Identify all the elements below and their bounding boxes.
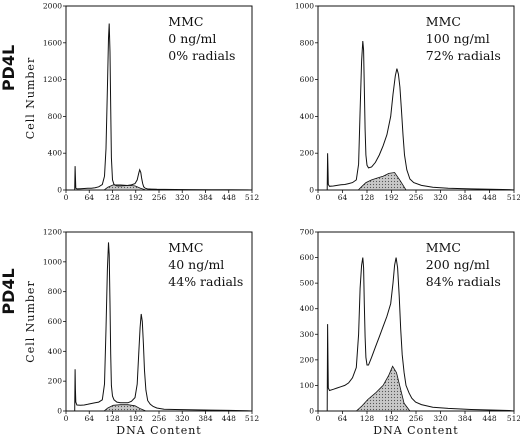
x-tick-label: 64 xyxy=(84,193,94,202)
x-tick-label: 448 xyxy=(222,414,237,423)
panel-annotation-line: 0 ng/ml xyxy=(168,31,216,46)
panel-annotation-line: 200 ng/ml xyxy=(426,257,490,272)
x-tick-label: 128 xyxy=(105,193,120,202)
x-tick-label: 320 xyxy=(433,193,448,202)
plot-frame xyxy=(65,5,253,191)
x-tick-label: 384 xyxy=(458,193,473,202)
x-tick-label: 0 xyxy=(64,193,69,202)
x-tick-label: 384 xyxy=(198,193,213,202)
y-tick-label: 400 xyxy=(48,347,63,356)
histogram-line xyxy=(74,242,253,412)
y-tick-label: 600 xyxy=(48,317,63,326)
y-tick-label: 400 xyxy=(300,112,315,121)
x-tick-label: 0 xyxy=(64,414,69,423)
histogram-line xyxy=(326,40,515,191)
y-tick-label: 500 xyxy=(300,279,315,288)
y-tick-label: 2000 xyxy=(43,2,62,11)
y-tick-label: 800 xyxy=(48,112,63,121)
x-tick-label: 128 xyxy=(360,193,375,202)
y-tick-label: 200 xyxy=(48,377,63,386)
x-tick-label: 384 xyxy=(198,414,213,423)
y-tick-label: 700 xyxy=(300,228,315,237)
x-tick-label: 0 xyxy=(316,414,321,423)
x-tick-label: 256 xyxy=(152,193,167,202)
x-tick-label: 448 xyxy=(222,193,237,202)
x-tick-label: 128 xyxy=(360,414,375,423)
y-tick-label: 800 xyxy=(48,287,63,296)
histogram-panel-4: 0 64 128 192 256 320 384 448 512 0 100 200 300 400 500… xyxy=(300,228,520,436)
panel-annotation-line: MMC xyxy=(168,240,203,255)
panel-annotation-line: 40 ng/ml xyxy=(168,257,224,272)
y-tick-label: 100 xyxy=(300,381,315,390)
y-tick-label: 200 xyxy=(300,355,315,364)
y-tick-label: 0 xyxy=(57,186,62,195)
x-tick-label: 64 xyxy=(338,414,348,423)
y-tick-label: 0 xyxy=(309,407,314,416)
y-tick-label: 800 xyxy=(300,38,315,47)
x-tick-label: 192 xyxy=(384,193,399,202)
y-axis-label: Cell Number xyxy=(24,57,37,139)
y-tick-label: 1200 xyxy=(43,228,62,237)
y-tick-label: 0 xyxy=(309,186,314,195)
histogram-panel-1: 0 64 128 192 256 320 384 448 512 0 400 800 1200 1600 2… xyxy=(0,2,259,203)
panel-annotation-line: 72% radials xyxy=(426,48,501,63)
histogram-panel-3: 0 64 128 192 256 320 384 448 512 0 200 400 600 800 100… xyxy=(0,228,259,436)
x-tick-label: 64 xyxy=(338,193,348,202)
panel-annotation-line: MMC xyxy=(426,14,461,29)
y-tick-label: 400 xyxy=(300,304,315,313)
x-tick-label: 128 xyxy=(105,414,120,423)
row-label: PD4L xyxy=(0,268,18,314)
s-phase-fill xyxy=(102,404,147,412)
histogram-line xyxy=(326,257,515,412)
s-phase-fill xyxy=(357,172,407,191)
x-tick-label: 192 xyxy=(384,414,399,423)
panel-annotation-line: 44% radials xyxy=(168,274,243,289)
x-tick-label: 256 xyxy=(152,414,167,423)
panel-annotation-line: MMC xyxy=(426,240,461,255)
y-tick-label: 1000 xyxy=(295,2,314,11)
x-tick-label: 512 xyxy=(507,193,520,202)
y-tick-label: 1600 xyxy=(43,38,62,47)
x-tick-label: 512 xyxy=(507,414,520,423)
x-tick-label: 256 xyxy=(409,414,424,423)
x-tick-label: 256 xyxy=(409,193,424,202)
x-tick-label: 64 xyxy=(84,414,94,423)
x-tick-label: 448 xyxy=(482,414,497,423)
histogram-panel-2: 0 64 128 192 256 320 384 448 512 0 200 400 600 800 100… xyxy=(295,2,520,203)
histogram-line xyxy=(74,23,253,191)
y-tick-label: 300 xyxy=(300,330,315,339)
x-tick-label: 320 xyxy=(433,414,448,423)
panel-annotation-line: 0% radials xyxy=(168,48,235,63)
y-tick-label: 200 xyxy=(300,149,315,158)
x-axis-label: DNA Content xyxy=(373,424,458,436)
row-label: PD4L xyxy=(0,45,18,91)
y-tick-label: 1200 xyxy=(43,75,62,84)
y-tick-label: 600 xyxy=(300,75,315,84)
x-tick-label: 448 xyxy=(482,193,497,202)
y-axis-label: Cell Number xyxy=(24,280,37,362)
s-phase-fill xyxy=(356,365,411,412)
y-tick-label: 600 xyxy=(300,253,315,262)
x-axis-label: DNA Content xyxy=(116,424,201,436)
x-tick-label: 512 xyxy=(245,193,260,202)
x-tick-label: 320 xyxy=(175,193,190,202)
panel-annotation-line: MMC xyxy=(168,14,203,29)
y-tick-label: 0 xyxy=(57,407,62,416)
x-tick-label: 192 xyxy=(129,414,144,423)
y-tick-label: 400 xyxy=(48,149,63,158)
panel-annotation-line: 100 ng/ml xyxy=(426,31,490,46)
panel-annotation-line: 84% radials xyxy=(426,274,501,289)
x-tick-label: 320 xyxy=(175,414,190,423)
x-tick-label: 384 xyxy=(458,414,473,423)
y-tick-label: 1000 xyxy=(43,257,62,266)
x-tick-label: 512 xyxy=(245,414,260,423)
x-tick-label: 0 xyxy=(316,193,321,202)
x-tick-label: 192 xyxy=(129,193,144,202)
